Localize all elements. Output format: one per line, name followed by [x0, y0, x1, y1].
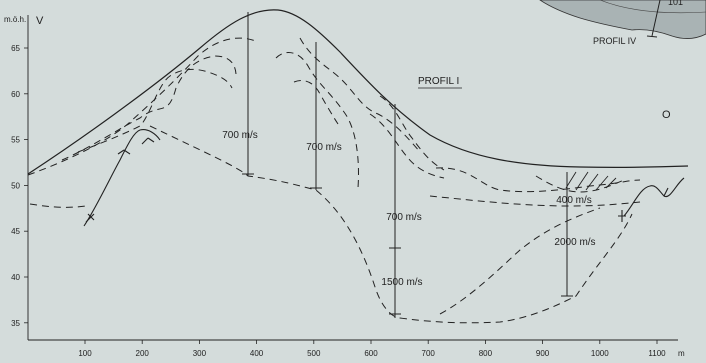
- x-tick-label: 100: [78, 349, 92, 358]
- x-tick-label: 900: [536, 349, 550, 358]
- point-o-label: O: [662, 109, 671, 121]
- y-tick-label: 60: [11, 90, 20, 99]
- x-tick-label: 700: [422, 349, 436, 358]
- inset-map-fragment: 101 PROFIL IV: [539, 0, 706, 46]
- outcrop-lines: [83, 129, 685, 227]
- x-tick-label: 1100: [648, 349, 666, 358]
- velocity-label-950a: 400 m/s: [556, 195, 592, 206]
- velocity-label-650a: 700 m/s: [386, 212, 422, 223]
- corner-number: 101: [668, 0, 683, 7]
- x-tick-label: 800: [479, 349, 493, 358]
- y-tick-label: 35: [11, 319, 20, 328]
- ground-surface-line: [27, 9, 689, 175]
- y-tick-label: 50: [11, 181, 20, 190]
- velocity-label-650b: 1500 m/s: [381, 277, 422, 288]
- profile-iv-label: PROFIL IV: [593, 36, 636, 46]
- x-tick-label: 600: [364, 349, 378, 358]
- velocity-label-500: 700 m/s: [306, 142, 342, 153]
- velocity-boreholes: [242, 12, 573, 318]
- dashed-layer-lines: [27, 37, 641, 324]
- x-tick-label: 400: [250, 349, 264, 358]
- x-tick-label: 300: [193, 349, 207, 358]
- y-tick-label: 45: [11, 227, 20, 236]
- y-axis-letter: V: [36, 15, 44, 27]
- x-axis-unit: m: [678, 349, 685, 358]
- profile-title: PROFIL I: [418, 76, 459, 87]
- y-tick-label: 40: [11, 273, 20, 282]
- axes: [27, 15, 678, 341]
- x-ticks: 100 200 300 400 500 600 700 800 900 1000 1100: [78, 340, 666, 358]
- x-tick-label: 200: [136, 349, 150, 358]
- y-tick-label: 55: [11, 136, 20, 145]
- velocity-label-400: 700 m/s: [222, 130, 258, 141]
- x-tick-label: 1000: [591, 349, 609, 358]
- x-tick-label: 500: [307, 349, 321, 358]
- velocity-label-950b: 2000 m/s: [554, 237, 595, 248]
- hatched-zone: [565, 171, 617, 191]
- y-tick-label: 65: [11, 44, 20, 53]
- y-ticks: 65 60 55 50 45 40 35: [11, 44, 28, 328]
- y-axis-unit: m.ö.h.: [4, 15, 26, 24]
